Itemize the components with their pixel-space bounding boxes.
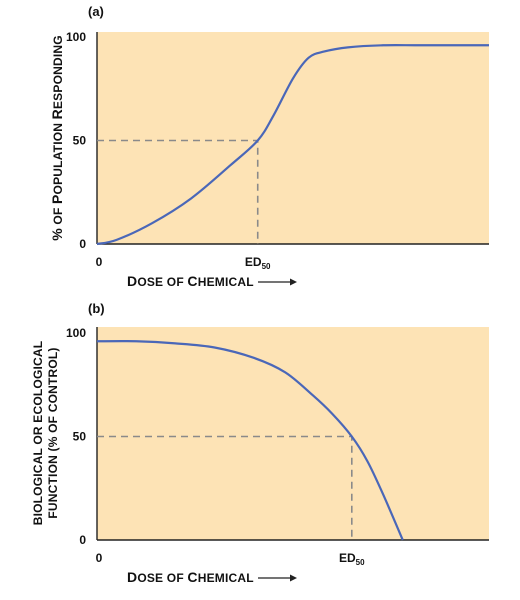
axis-title-part: D	[127, 569, 137, 585]
axis-title-part: FUNCTION (% OF CONTROL)	[46, 347, 60, 518]
panel-a-plot-area	[97, 32, 489, 244]
ed50-label-sub: 50	[356, 558, 365, 567]
ed50-label-main: ED	[339, 551, 356, 565]
axis-title-part: HEMICAL	[198, 275, 254, 289]
axis-title-part: HEMICAL	[198, 571, 254, 585]
panel-a-x-axis-title: DOSE OF CHEMICAL	[127, 273, 254, 289]
axis-title-part: OSE OF	[137, 275, 187, 289]
panel-b-x-axis-title: DOSE OF CHEMICAL	[127, 569, 254, 585]
x-tick-label: 0	[96, 551, 103, 565]
panel-a-y-axis-title: % OF POPULATION RESPONDING	[49, 35, 65, 241]
y-tick-label: 100	[66, 30, 86, 44]
axis-title-part: OF	[51, 204, 65, 228]
axis-title-part: OSE OF	[137, 571, 187, 585]
panel-b-y-axis-title-line-2: FUNCTION (% OF CONTROL)	[46, 347, 60, 518]
panel-b-plot-area	[97, 327, 489, 540]
response-curve-line	[96, 44, 489, 246]
y-tick-label: 100	[66, 326, 86, 340]
panel-b-x-arrow-icon	[290, 574, 297, 582]
y-tick-label: 0	[79, 533, 86, 547]
axis-title-part: BIOLOGICAL OR ECOLOGICAL	[31, 341, 45, 526]
panel-a-label: (a)	[88, 4, 104, 19]
y-tick-label: 50	[73, 134, 87, 148]
panel-a-x-arrow-icon	[290, 278, 297, 286]
axis-title-part: %	[49, 228, 65, 241]
axis-title-part: P	[49, 194, 65, 204]
panel-b-label: (b)	[88, 301, 105, 316]
axis-title-part: D	[127, 273, 137, 289]
ed50-label-main: ED	[245, 255, 262, 269]
ed50-label: ED50	[339, 551, 365, 567]
y-tick-label: 50	[73, 430, 87, 444]
panel-b-y-axis-title-line-1: BIOLOGICAL OR ECOLOGICAL	[31, 341, 45, 526]
response-curve-line	[96, 340, 404, 541]
axis-title-part: C	[187, 273, 197, 289]
axis-title-part: ESPONDING	[51, 35, 65, 109]
ed50-label-sub: 50	[262, 262, 271, 271]
axis-title-part: OPULATION	[51, 119, 65, 194]
axis-title-part: R	[49, 109, 65, 119]
y-tick-label: 0	[79, 237, 86, 251]
x-tick-label: 0	[96, 255, 103, 269]
axis-title-part: C	[187, 569, 197, 585]
ed50-label: ED50	[245, 255, 271, 271]
